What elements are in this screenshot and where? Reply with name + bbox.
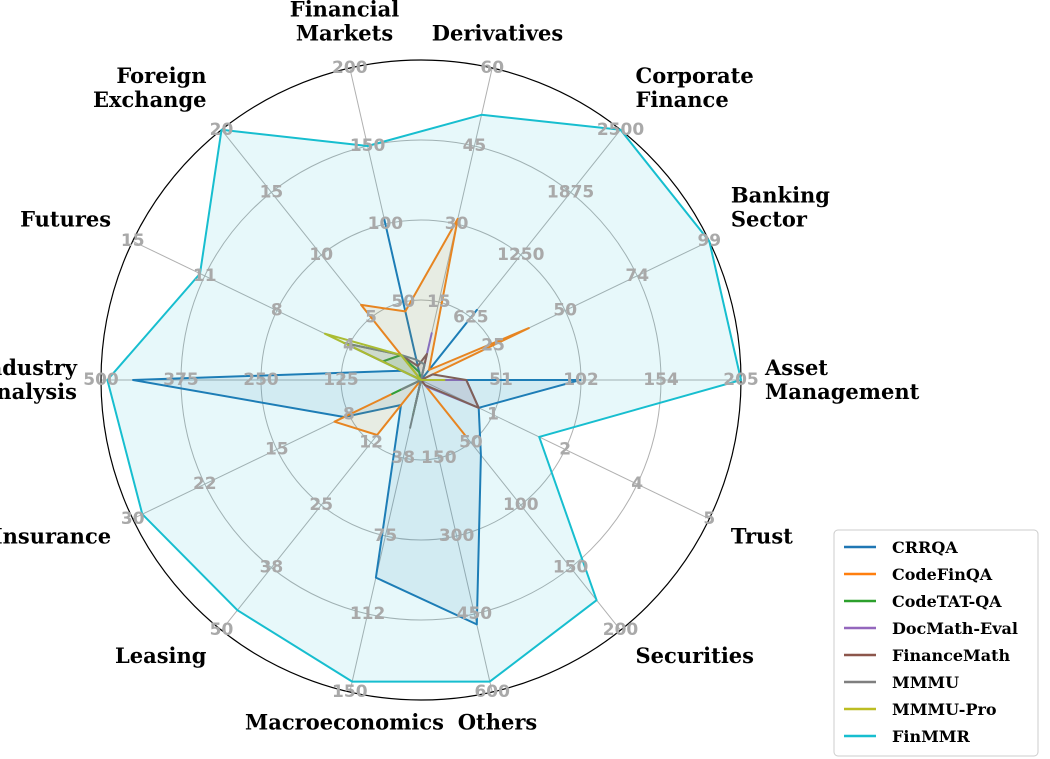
category-label: Leasing [115, 643, 207, 668]
tick-label: 25 [309, 495, 333, 515]
category-label: Foreign Exchange [93, 63, 207, 112]
tick-label: 45 [463, 136, 487, 156]
category-label: Securities [636, 643, 754, 668]
tick-label: 4 [343, 335, 355, 355]
category-label: Trust [731, 523, 793, 548]
tick-label: 25 [481, 335, 505, 355]
tick-label: 2 [559, 439, 571, 459]
tick-label: 150 [421, 448, 457, 468]
radar-category-labels: Asset Management Banking Sector Corporate Fin… [0, 0, 920, 734]
tick-label: 74 [625, 266, 649, 286]
category-label: Derivatives [432, 21, 564, 46]
tick-label: 300 [439, 526, 475, 546]
tick-label: 154 [643, 370, 679, 390]
tick-label: 15 [265, 439, 289, 459]
category-label: IndustryAnalysis [0, 355, 78, 404]
tick-label: 250 [243, 370, 279, 390]
tick-label: 625 [453, 308, 489, 328]
tick-label: 38 [260, 558, 284, 578]
tick-label: 100 [503, 495, 539, 515]
tick-label: 50 [210, 620, 234, 640]
tick-label: 375 [163, 370, 199, 390]
legend-label: MMMU [892, 673, 959, 692]
tick-label: 600 [474, 682, 510, 702]
tick-label: 5 [365, 308, 377, 328]
tick-label: 1875 [547, 182, 594, 202]
tick-label: 30 [121, 509, 145, 529]
legend-box [833, 529, 1039, 757]
tick-label: 125 [323, 370, 359, 390]
tick-label: 1250 [497, 245, 544, 265]
legend-label: CRRQA [892, 538, 958, 557]
tick-label: 11 [193, 266, 217, 286]
tick-label: 75 [374, 526, 398, 546]
category-label: Futures [20, 207, 111, 232]
legend-label: CodeFinQA [892, 565, 993, 584]
tick-label: 4 [631, 474, 643, 494]
tick-label: 200 [603, 620, 639, 640]
tick-label: 200 [332, 58, 368, 78]
radar-series [106, 113, 742, 683]
tick-label: 12 [359, 433, 383, 453]
series-finmmr [106, 113, 742, 683]
category-label: Financial Markets [290, 0, 399, 46]
legend-label: DocMath-Eval [892, 619, 1018, 638]
category-label: Others [458, 709, 538, 734]
tick-label: 51 [489, 370, 513, 390]
tick-label: 102 [563, 370, 599, 390]
tick-label: 10 [309, 245, 333, 265]
tick-label: 150 [350, 136, 386, 156]
tick-label: 100 [368, 214, 404, 234]
tick-label: 15 [121, 231, 145, 251]
tick-label: 60 [480, 58, 504, 78]
tick-label: 22 [193, 474, 217, 494]
tick-label: 2500 [597, 120, 644, 140]
category-label: Macroeconomics [245, 709, 444, 734]
series-codefinqa [333, 217, 530, 436]
category-label: Banking Sector [731, 183, 830, 232]
legend-label: CodeTAT-QA [892, 592, 1002, 611]
category-label: Corporate Finance [636, 63, 754, 112]
tick-label: 30 [445, 214, 469, 234]
legend: CRRQA CodeFinQA CodeTAT-QA DocMath-Eval Fina… [833, 529, 1039, 757]
spoke-10 [349, 379, 422, 693]
tick-label: 150 [553, 558, 589, 578]
tick-label: 50 [553, 301, 577, 321]
tick-label: 50 [391, 292, 415, 312]
tick-label: 450 [457, 604, 493, 624]
series-mmmu-pro [323, 332, 446, 381]
tick-label: 99 [697, 231, 721, 251]
category-label: Insurance [0, 523, 111, 548]
tick-label: 1 [487, 405, 499, 425]
tick-label: 500 [83, 370, 119, 390]
category-label: Asset Management [764, 355, 920, 404]
series-crrqa [132, 218, 582, 626]
legend-label: MMMU-Pro [892, 700, 997, 719]
tick-label: 15 [427, 292, 451, 312]
legend-label: FinanceMath [892, 646, 1010, 665]
tick-label: 205 [723, 370, 759, 390]
tick-label: 8 [271, 301, 283, 321]
tick-label: 150 [332, 682, 368, 702]
tick-label: 15 [260, 182, 284, 202]
tick-label: 8 [343, 405, 355, 425]
spoke-11 [420, 379, 493, 693]
tick-label: 38 [391, 448, 415, 468]
tick-label: 112 [350, 604, 386, 624]
legend-label: FinMMR [892, 727, 970, 746]
tick-label: 20 [210, 120, 234, 140]
tick-label: 5 [703, 509, 715, 529]
tick-label: 50 [459, 433, 483, 453]
radar-tick-labels: 51 102 154 20525507499625125018752500153045… [83, 58, 759, 702]
